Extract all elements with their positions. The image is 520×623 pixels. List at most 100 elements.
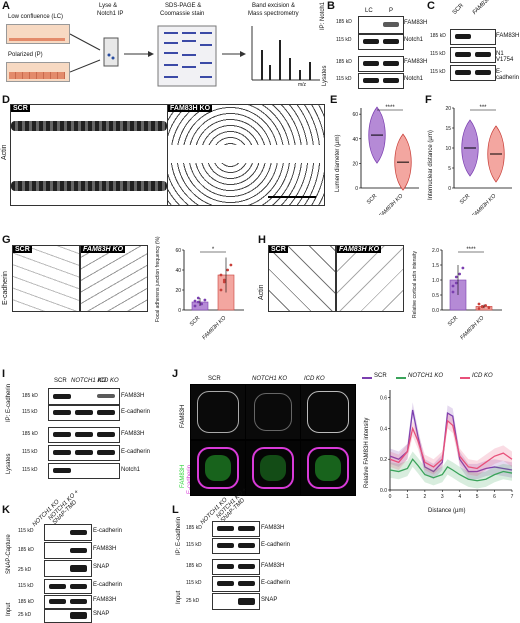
blot-k-in-snap bbox=[44, 609, 92, 623]
bar-g-dot-1-4 bbox=[219, 273, 223, 277]
violin-f-cat-label-1: FAM83H KO bbox=[471, 193, 498, 215]
bar-h-ytick-label-0: 0.0 bbox=[432, 308, 439, 314]
violin-f-cat-label-0: SCR bbox=[459, 193, 471, 205]
violin-f-sig: *** bbox=[479, 105, 487, 111]
blot-i-band-4: E-cadherin bbox=[121, 449, 151, 455]
line-j-ytick-label-2: 0.4 bbox=[380, 426, 387, 432]
panel-l-letter: L bbox=[172, 504, 179, 516]
blot-l-band-3: FAM83H bbox=[261, 563, 285, 569]
line-j-band-2 bbox=[390, 413, 512, 477]
violin-chart-f: 0 5 10 15 20 SCR FAM83H KO *** bbox=[445, 105, 512, 215]
violin-chart-e: 0 20 40 60 SCR FAM83H KO **** bbox=[352, 105, 419, 215]
blot-b-band-4: Notch1 bbox=[404, 76, 424, 82]
blot-b-kd-3: 185 kD bbox=[336, 59, 352, 65]
blot-l-band-1: FAM83H bbox=[261, 525, 285, 531]
bar-h-dot-0-4 bbox=[451, 284, 455, 288]
bar-g-dot-0-4 bbox=[193, 299, 197, 303]
panel-j-ylabel: Relative FAM83H intensity bbox=[364, 417, 370, 488]
violin-f-ytick-label-2: 10 bbox=[445, 146, 451, 152]
line-j-xtick-label-6: 6 bbox=[493, 494, 496, 500]
blot-k-band-4: E-cadherin bbox=[93, 582, 123, 588]
line-j-xtick-label-5: 5 bbox=[476, 494, 479, 500]
j-fam83h-icdko bbox=[300, 384, 356, 440]
bar-g-dot-1-3 bbox=[229, 263, 233, 267]
line-j-xtick-label-1: 1 bbox=[406, 494, 409, 500]
bar-g-dot-1-1 bbox=[222, 278, 226, 282]
bar-h-dot-1-2 bbox=[484, 304, 487, 307]
lumen-image-scr-label: SCR bbox=[11, 105, 30, 112]
bar-g-dot-0-1 bbox=[196, 300, 200, 304]
line-j-band-0 bbox=[390, 402, 512, 480]
panel-g-letter: G bbox=[2, 234, 11, 246]
blot-k-kd-5: 185 kD bbox=[18, 599, 34, 605]
panel-k-letter: K bbox=[2, 504, 10, 516]
blot-k-band-6: SNAP bbox=[93, 611, 110, 617]
j-merge-icdko bbox=[300, 440, 356, 496]
blot-c-fam83h bbox=[450, 29, 496, 45]
blot-i-lysates-label: Lysates bbox=[6, 453, 12, 474]
panel-j-col-2: NOTCH1 KO bbox=[252, 376, 288, 382]
polarized-dish bbox=[6, 62, 70, 82]
blot-l-band-5: SNAP bbox=[261, 597, 278, 603]
bar-h-dot-0-0 bbox=[451, 290, 455, 294]
blot-i-kd-2: 115 kD bbox=[22, 409, 38, 415]
violin-e-ytick-label-0: 0 bbox=[355, 186, 358, 192]
panel-h-img-ylabel: Actin bbox=[258, 284, 265, 300]
panel-j-col-3: ICD KO bbox=[304, 376, 325, 382]
violin-f-ytick-label-1: 5 bbox=[448, 166, 451, 172]
line-j-series-2 bbox=[389, 419, 513, 470]
actin-image-scr bbox=[268, 245, 336, 312]
violin-e-cat-label-1: FAM83H KO bbox=[378, 193, 405, 215]
blot-i-ip-label: IP: E-cadherin bbox=[6, 383, 12, 422]
blot-b-kd-4: 115 kD bbox=[336, 76, 352, 82]
blot-b-lys-fam83h bbox=[358, 56, 404, 72]
bar-chart-g: 0 20 40 60 SCR FAM83H KO * bbox=[175, 247, 244, 340]
line-j-xtick-label-4: 4 bbox=[458, 494, 461, 500]
bar-h-cat-label-0: SCR bbox=[447, 315, 459, 327]
blot-i-band-5: Notch1 bbox=[121, 467, 141, 473]
bar-h-sig: **** bbox=[466, 247, 476, 253]
panel-g-ylabel: Focal adherens junction frequency (%) bbox=[155, 236, 161, 322]
line-chart-j: 0.0 0.2 0.4 0.6 0 1 2 3 4 5 6 7 bbox=[380, 390, 514, 500]
blot-k-kd-1: 115 kD bbox=[18, 528, 34, 534]
panel-b-letter: B bbox=[327, 0, 335, 12]
blot-b-lys-notch1 bbox=[358, 73, 404, 89]
blot-i-col-1: SCR bbox=[54, 378, 67, 384]
sds-page-label: SDS-PAGE & bbox=[165, 3, 202, 9]
line-j-xtick-label-3: 3 bbox=[441, 494, 444, 500]
blot-b-band-3: FAM83H bbox=[404, 59, 428, 65]
j-fam83h-notch1ko bbox=[245, 384, 301, 440]
bar-h-dot-0-1 bbox=[454, 281, 458, 285]
bar-h-dot-0-5 bbox=[454, 275, 458, 279]
line-j-ytick-label-3: 0.6 bbox=[380, 396, 387, 402]
bar-chart-h: 0.0 0.5 1.0 1.5 2.0 SCR FAM83H KO **** bbox=[432, 247, 502, 340]
violin-e-sig: **** bbox=[385, 105, 395, 111]
blot-b-col-lc: LC bbox=[365, 8, 373, 14]
blot-b-lysates-label: Lysates bbox=[322, 65, 328, 86]
panel-h-letter: H bbox=[258, 234, 266, 246]
blot-l-in-fam83h bbox=[212, 559, 260, 575]
bar-g-ytick-label-3: 60 bbox=[175, 248, 181, 254]
violin-f-ytick-label-0: 0 bbox=[448, 186, 451, 192]
mass-spec-label: Mass spectrometry bbox=[248, 11, 299, 17]
j-legend-icdko: ICD KO bbox=[472, 373, 493, 379]
bar-h-dot-0-3 bbox=[461, 266, 465, 270]
blot-k-kd-6: 25 kD bbox=[18, 612, 32, 618]
panel-d-letter: D bbox=[2, 94, 10, 106]
blot-i-lys-notch1 bbox=[48, 463, 120, 479]
violin-e-ytick-label-2: 40 bbox=[352, 137, 358, 143]
line-j-ytick-label-1: 0.2 bbox=[380, 457, 387, 463]
violin-f-ytick-label-3: 15 bbox=[445, 126, 451, 132]
bar-h-ytick-label-4: 2.0 bbox=[432, 248, 439, 254]
blot-k-kd-4: 115 kD bbox=[18, 583, 34, 589]
panel-f-ylabel: Internuclear distance (µm) bbox=[428, 130, 434, 200]
ecad-image-scr bbox=[12, 245, 80, 312]
blot-l-kd-3: 185 kD bbox=[186, 563, 202, 569]
j-legend-notch1ko: NOTCH1 KO bbox=[408, 373, 444, 379]
panel-g-img-ylabel: E-cadherin bbox=[2, 271, 9, 305]
lyse-label: Lyse & bbox=[99, 3, 118, 9]
blot-l-input-label: Input bbox=[176, 590, 182, 604]
line-j-band-1 bbox=[390, 451, 512, 489]
bar-g-sig: * bbox=[212, 247, 215, 253]
blot-i-lys-fam83h bbox=[48, 427, 120, 443]
